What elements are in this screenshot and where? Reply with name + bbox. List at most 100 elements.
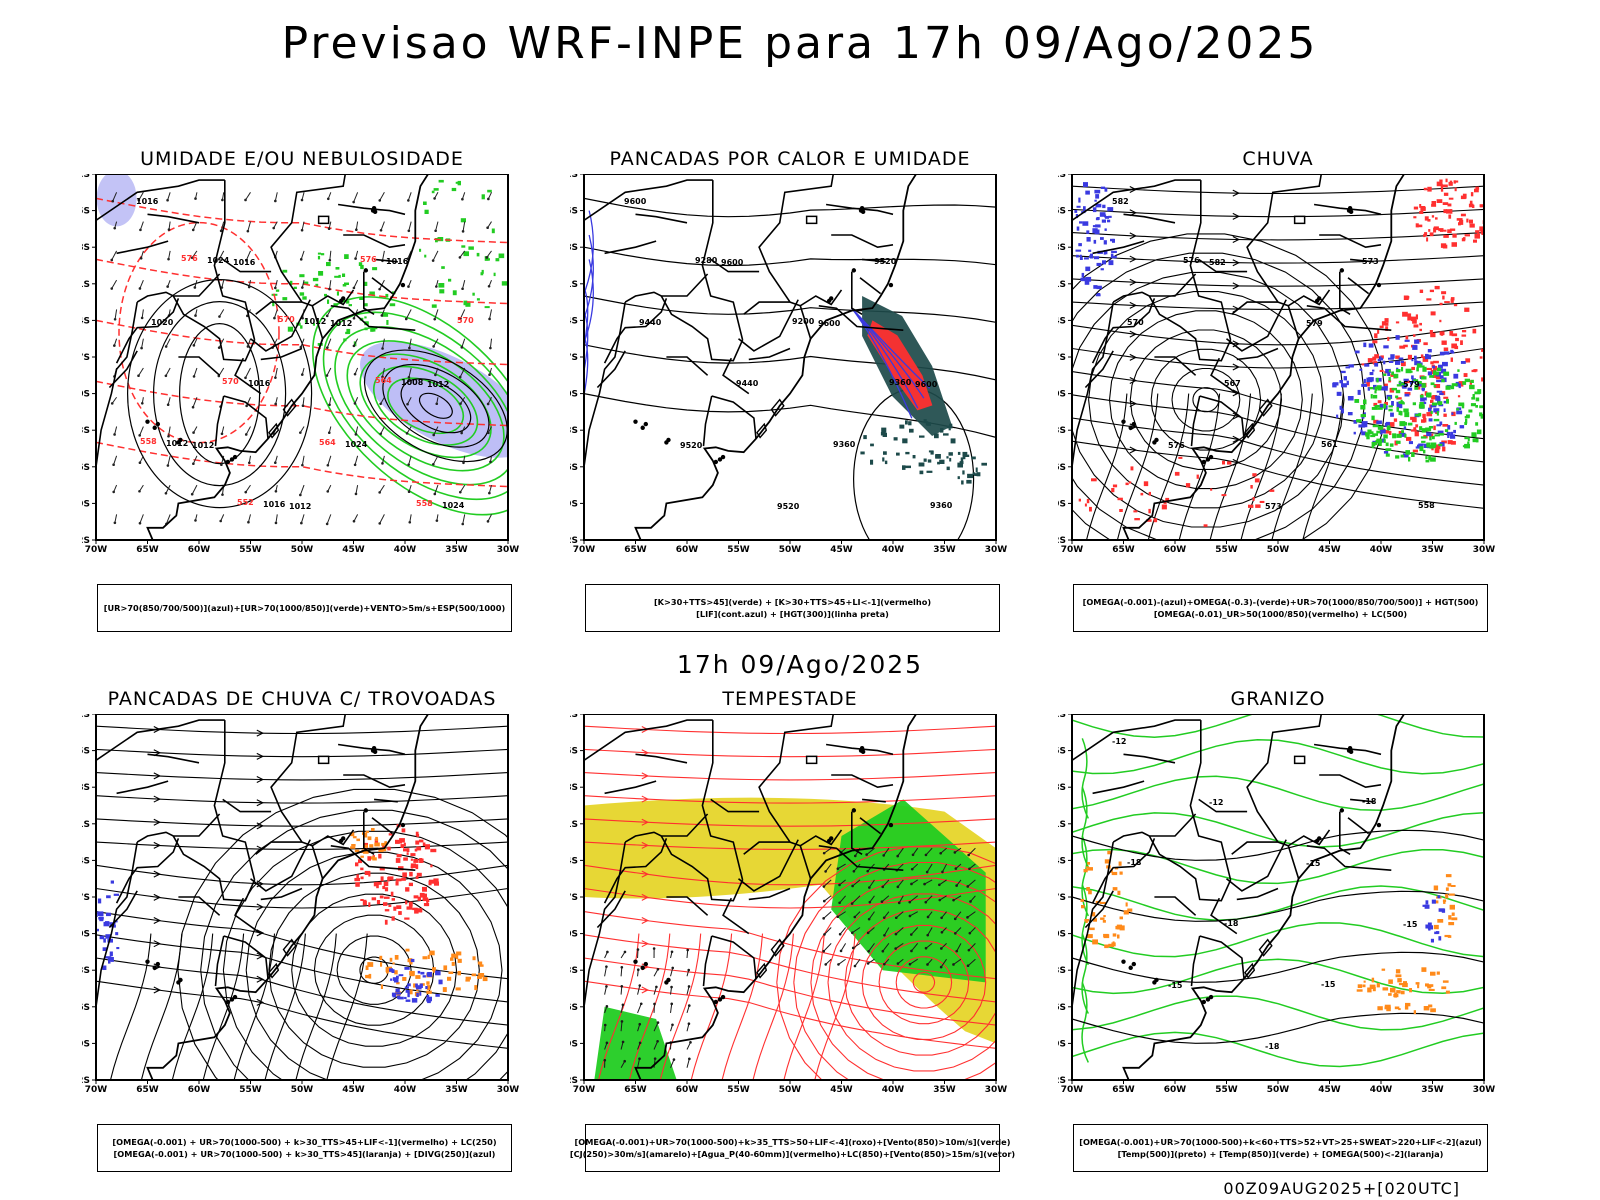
vetor-vento-head: [941, 870, 944, 874]
vetor-vento-head: [923, 882, 926, 886]
trovoada-vermelho: [378, 853, 382, 859]
map-granizo[interactable]: -12-12-15-15-15-18-18-18-18-1512S15S18S2…: [1058, 714, 1518, 1134]
omega-azul: [1398, 357, 1404, 360]
map-chuva[interactable]: 58258257957957657357357056756155857612S1…: [1058, 174, 1518, 594]
contour-label: 9600: [915, 380, 938, 389]
omega-verde: [1370, 394, 1373, 399]
vetor-vento: [883, 847, 890, 856]
vento-arrow: [139, 221, 144, 231]
vento-arrow: [380, 221, 385, 231]
omega-azul: [1083, 182, 1088, 187]
omega-azul: [1391, 401, 1394, 406]
omega-azul: [1403, 378, 1409, 381]
streamline: [1147, 393, 1190, 540]
contour-label: 9360: [930, 501, 953, 510]
omega-azul: [1437, 430, 1444, 434]
omega500-laranja: [1413, 1010, 1416, 1015]
trovoada-vermelho: [363, 899, 367, 905]
streamline: [783, 933, 825, 1080]
border: [1190, 935, 1201, 987]
omega-verde: [1367, 429, 1372, 435]
border: [223, 935, 269, 979]
omega500-laranja: [1363, 980, 1366, 983]
omega-azul: [1104, 228, 1107, 231]
omega-ur-vermelho: [1433, 425, 1436, 431]
omega-ur-vermelho: [1420, 354, 1424, 358]
omega-ur-vermelho: [1078, 498, 1081, 502]
streamline: [1072, 232, 1484, 241]
omega-ur-vermelho: [1379, 369, 1384, 372]
streamline: [1072, 255, 1484, 264]
lat-tick-label: 18S: [1058, 783, 1066, 793]
granizo-azul: [1424, 904, 1430, 909]
umidade-verde-speckle: [495, 258, 500, 262]
map-trovoadas[interactable]: 12S15S18S21S24S27S30S33S36S39S42S70W65W6…: [82, 714, 542, 1134]
omega-ur-vermelho: [1424, 232, 1428, 237]
omega-verde: [1441, 378, 1445, 383]
umidade-verde-speckle: [481, 194, 485, 200]
omega-ur-vermelho: [1456, 218, 1463, 221]
small-lake: [640, 425, 645, 430]
umidade-verde-speckle: [371, 326, 378, 330]
vento-arrow-head: [273, 316, 276, 320]
trovoada-laranja: [367, 836, 372, 841]
map-pancadas-calor[interactable]: 9600960096009600952095209520944094409360…: [570, 174, 1030, 594]
map-tempestade[interactable]: 12S15S18S21S24S27S30S33S36S39S42S70W65W6…: [570, 714, 1030, 1134]
border: [1319, 234, 1382, 249]
omega-azul: [1402, 453, 1409, 458]
vento-arrow: [114, 426, 118, 435]
border: [603, 298, 668, 364]
trovoada-laranja: [402, 977, 407, 981]
trovoada-vermelho: [384, 887, 389, 892]
omega-azul: [1361, 431, 1367, 436]
vento-arrow-head: [487, 197, 490, 201]
streamline: [584, 772, 996, 781]
vetor-vento: [910, 927, 919, 935]
vento-arrow-head: [461, 522, 465, 526]
omega-verde: [1420, 376, 1427, 380]
border: [136, 273, 221, 303]
vento-arrow: [329, 250, 332, 261]
lat-tick-label: 30S: [1058, 930, 1066, 940]
trovoada-vermelho: [414, 848, 418, 852]
omega-azul: [1403, 426, 1407, 430]
border: [1084, 890, 1114, 929]
vento-arrow-head: [299, 431, 302, 434]
omega-ur-vermelho: [1125, 482, 1129, 486]
border: [222, 258, 272, 273]
map-umidade[interactable]: 1016101610121012101210121016102010161024…: [82, 174, 542, 594]
omega-ur-vermelho: [1461, 238, 1466, 242]
streamline: [878, 940, 970, 1025]
vetor-vento-head: [823, 933, 826, 936]
small-lake: [1339, 268, 1345, 273]
omega-ur-vermelho: [1481, 232, 1484, 235]
vento-arrow-head: [113, 344, 116, 347]
streamline: [264, 933, 306, 1080]
divg-azul: [411, 998, 418, 1003]
omega-verde: [1386, 425, 1391, 431]
vetor-vento: [670, 1003, 673, 1013]
legend-line: [OMEGA(-0.001)-(azul)+OMEGA(-0.3)-(verde…: [1082, 597, 1479, 607]
vetor-vento: [851, 895, 861, 904]
vento-arrow: [462, 221, 466, 232]
omega-azul: [1458, 383, 1461, 389]
vetor-vento-head: [603, 1058, 607, 1062]
border: [96, 301, 138, 467]
divg-azul: [106, 912, 111, 917]
streamline: [1171, 367, 1241, 432]
vetor-vento-head: [605, 1005, 609, 1008]
trovoada-vermelho: [422, 842, 426, 847]
border: [96, 719, 225, 762]
omega500-laranja: [1428, 988, 1435, 991]
streamline: [584, 934, 996, 1003]
omega-azul: [1443, 351, 1450, 355]
lat-tick-label: 12S: [1058, 714, 1066, 720]
border: [1306, 305, 1392, 331]
temp850-verde: [1081, 933, 1089, 1014]
omega-verde: [1388, 405, 1393, 408]
k-tts-verde-speckle: [902, 438, 908, 444]
border: [701, 720, 744, 881]
divg-azul: [102, 965, 107, 970]
omega-ur-vermelho: [1367, 358, 1373, 363]
